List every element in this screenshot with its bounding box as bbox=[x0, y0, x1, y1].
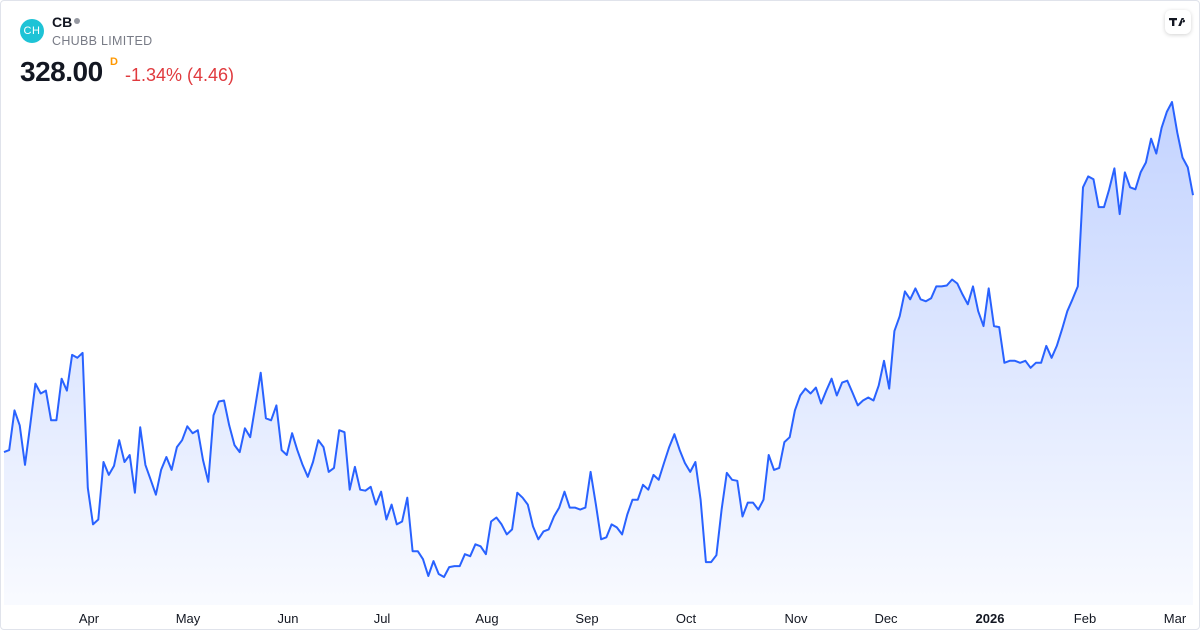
symbol-logo: CH bbox=[20, 19, 44, 43]
x-tick-label: Feb bbox=[1074, 611, 1096, 626]
x-tick-label: Nov bbox=[784, 611, 808, 626]
symbol[interactable]: CB bbox=[52, 14, 73, 30]
price-line bbox=[3, 101, 1194, 578]
x-tick-label: Aug bbox=[475, 611, 498, 626]
x-tick-label: 2026 bbox=[976, 611, 1005, 626]
company-name: CHUBB LIMITED bbox=[52, 34, 153, 48]
x-tick-label: Oct bbox=[676, 611, 697, 626]
last-price: 328.00 bbox=[20, 56, 103, 87]
x-tick-label: Apr bbox=[79, 611, 100, 626]
x-tick-label: Mar bbox=[1164, 611, 1187, 626]
session-flag: D bbox=[110, 56, 118, 68]
market-status-dot bbox=[74, 18, 80, 24]
x-tick-label: Dec bbox=[874, 611, 898, 626]
tradingview-icon bbox=[1169, 18, 1186, 26]
x-tick-label: Jul bbox=[374, 611, 391, 626]
x-tick-label: May bbox=[176, 611, 201, 626]
x-tick-label: Jun bbox=[278, 611, 299, 626]
x-tick-label: Sep bbox=[575, 611, 598, 626]
area-fill bbox=[4, 102, 1193, 605]
tradingview-logo[interactable] bbox=[1165, 10, 1191, 34]
price-change: -1.34% (4.46) bbox=[125, 65, 235, 85]
